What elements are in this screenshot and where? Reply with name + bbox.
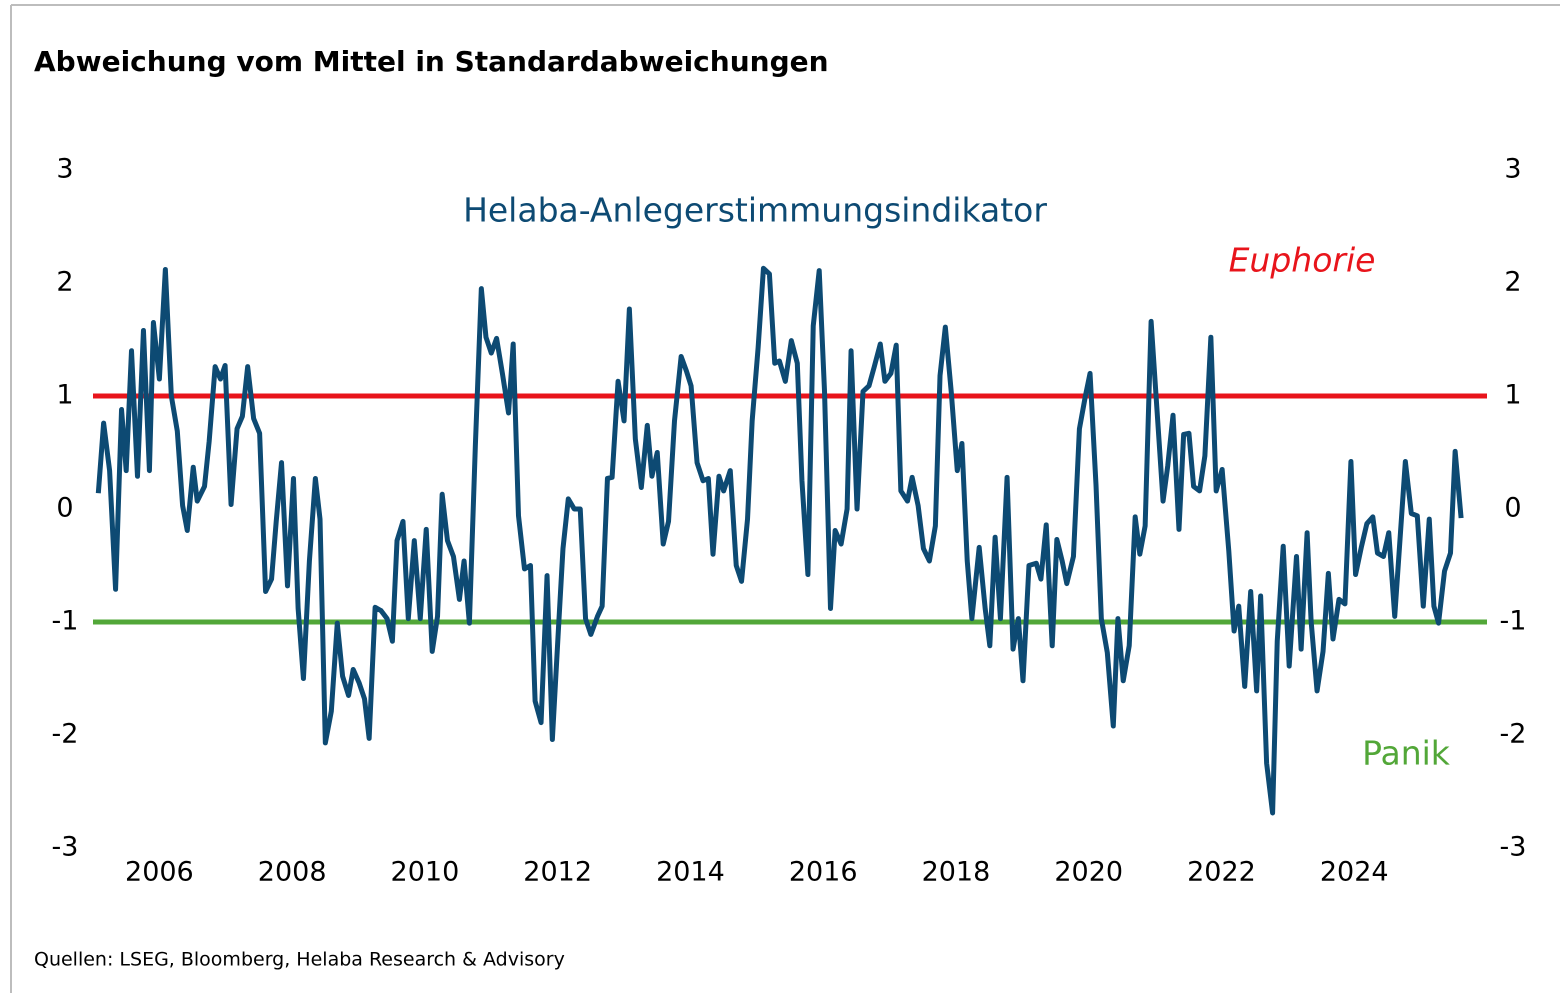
y-tick-label: 2 [56, 267, 73, 298]
x-tick-label: 2022 [1187, 857, 1256, 888]
y-tick-label: 0 [56, 493, 73, 524]
y-tick-label: 3 [56, 154, 73, 185]
y2-tick-label: 2 [1504, 267, 1521, 298]
threshold-label: Panik [1362, 734, 1451, 773]
x-tick-label: 2012 [523, 857, 592, 888]
threshold-label: Euphorie [1229, 241, 1376, 280]
y-tick-label: -3 [52, 832, 79, 863]
y-tick-label: -1 [52, 606, 79, 637]
y2-tick-label: -2 [1500, 719, 1527, 750]
x-tick-label: 2010 [391, 857, 460, 888]
x-tick-label: 2018 [922, 857, 991, 888]
series-line [95, 265, 1464, 816]
y2-tick-label: 0 [1504, 493, 1521, 524]
x-tick-label: 2016 [789, 857, 858, 888]
y-tick-label: -2 [52, 719, 79, 750]
chart-title: Abweichung vom Mittel in Standardabweich… [34, 45, 829, 78]
y2-tick-label: -3 [1500, 832, 1527, 863]
y-tick-label: 1 [56, 380, 73, 411]
x-tick-label: 2024 [1320, 857, 1389, 888]
x-tick-label: 2008 [258, 857, 327, 888]
source-note: Quellen: LSEG, Bloomberg, Helaba Researc… [34, 949, 565, 971]
y2-tick-label: 3 [1504, 154, 1521, 185]
x-tick-label: 2020 [1054, 857, 1123, 888]
y2-tick-label: 1 [1504, 380, 1521, 411]
x-tick-label: 2014 [656, 857, 725, 888]
x-tick-label: 2006 [125, 857, 194, 888]
series-label: Helaba-Anlegerstimmungsindikator [463, 191, 1047, 230]
y2-tick-label: -1 [1500, 606, 1527, 637]
